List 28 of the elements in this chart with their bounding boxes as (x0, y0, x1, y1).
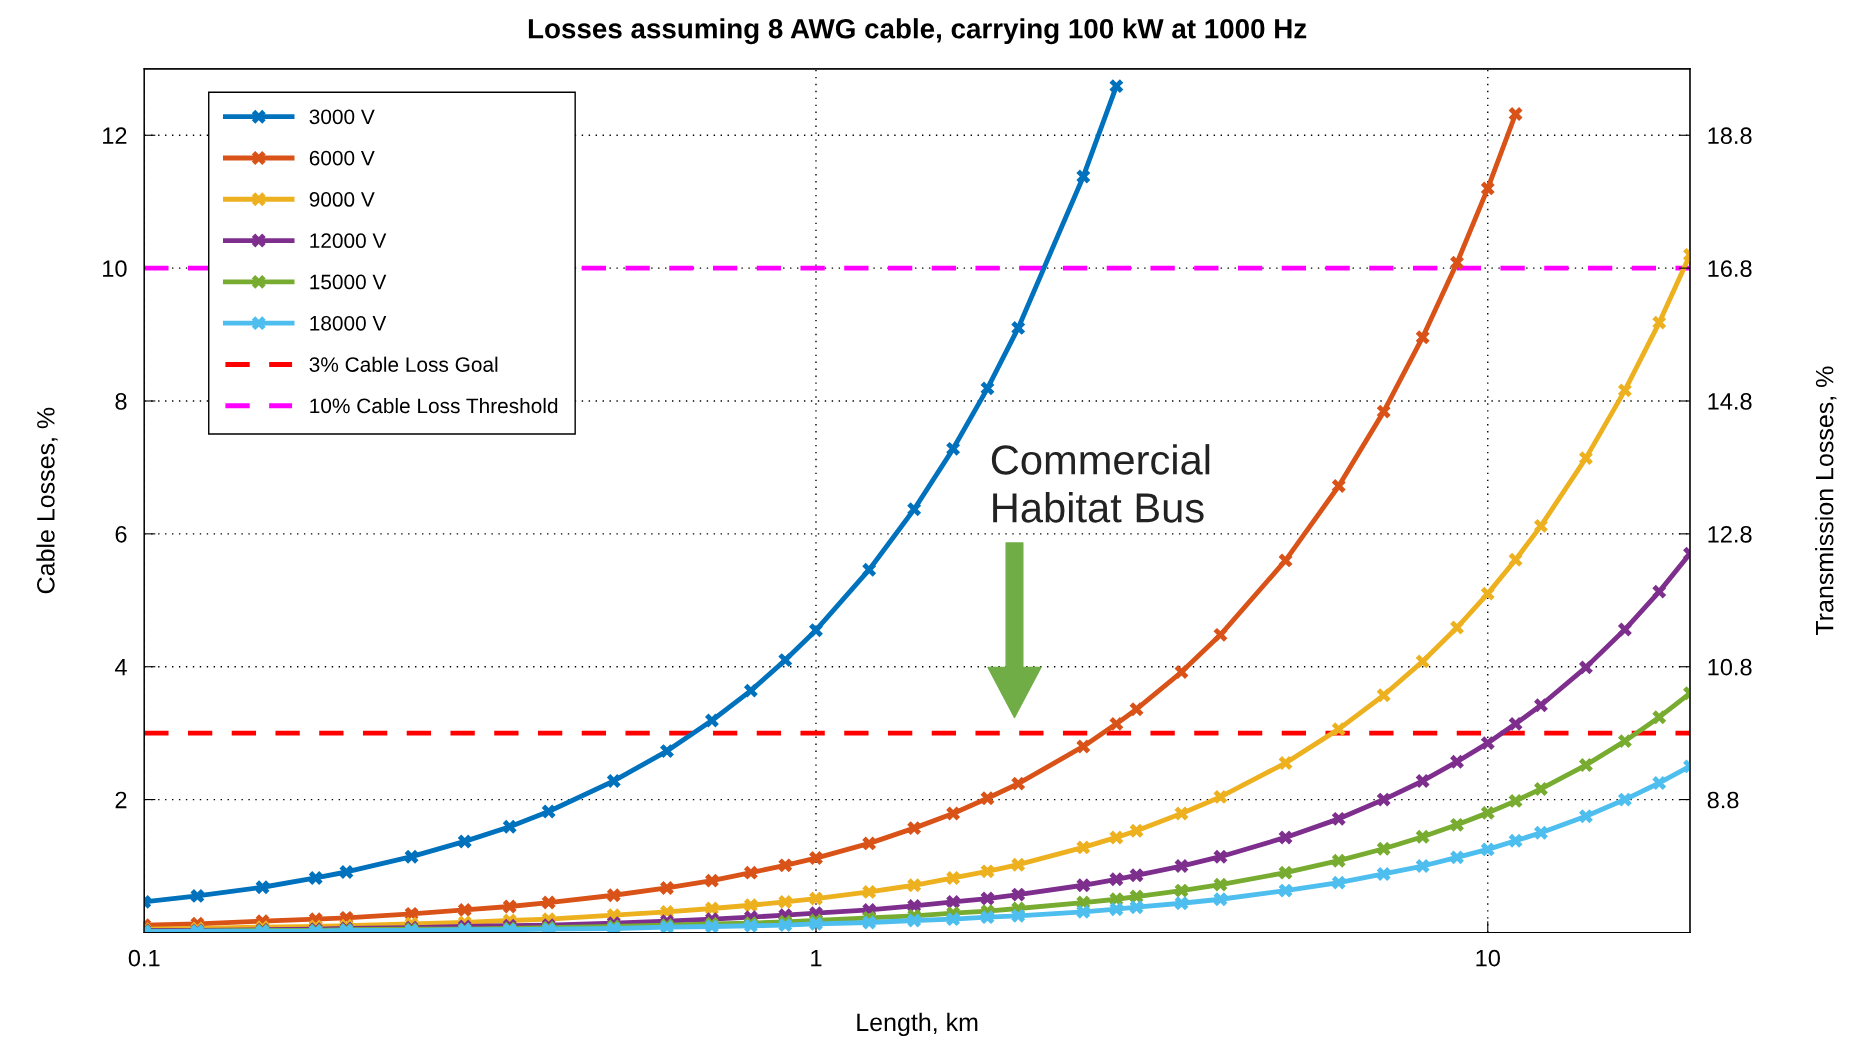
y2-tick-label: 10.8 (1708, 658, 1752, 676)
y-tick-label: 2 (115, 791, 127, 809)
y2-axis-title: Transmission Losses, % (1815, 366, 1837, 636)
y2-tick-label: 12.8 (1708, 525, 1752, 543)
legend-label: 18000 V (310, 315, 387, 331)
y2-tick-label: 8.8 (1707, 791, 1739, 809)
x-tick-label: 0.1 (128, 949, 160, 967)
legend-label: 3% Cable Loss Goal (309, 356, 498, 372)
x-tick-label: 10 (1476, 949, 1500, 967)
y2-tick-label: 16.8 (1708, 260, 1752, 277)
legend-label: 6000 V (309, 150, 375, 166)
y-tick-label: 4 (114, 659, 127, 676)
legend-label: 15000 V (310, 274, 387, 290)
legend-label: 9000 V (309, 192, 375, 207)
y2-tick-label: 18.8 (1708, 127, 1752, 145)
x-axis-title: Length, km (857, 1012, 978, 1037)
legend-label: 10% Cable Loss Threshold (310, 397, 558, 414)
legend-label: 3000 V (309, 109, 375, 125)
y-tick-label: 8 (115, 393, 127, 410)
x-tick-label: 1 (811, 949, 822, 967)
y2-tick-label: 14.8 (1708, 393, 1752, 410)
y-tick-label: 6 (115, 525, 127, 543)
y-tick-label: 10 (103, 260, 127, 277)
y-axis-title: Cable Losses, % (36, 407, 58, 594)
legend-label: 12000 V (310, 233, 387, 249)
chart-title: Losses assuming 8 AWG cable, carrying 100 kW at 1000 Hz (528, 18, 1307, 45)
y-tick-label: 12 (103, 127, 127, 144)
annotation: Commercial Habitat Bus (991, 444, 1210, 523)
